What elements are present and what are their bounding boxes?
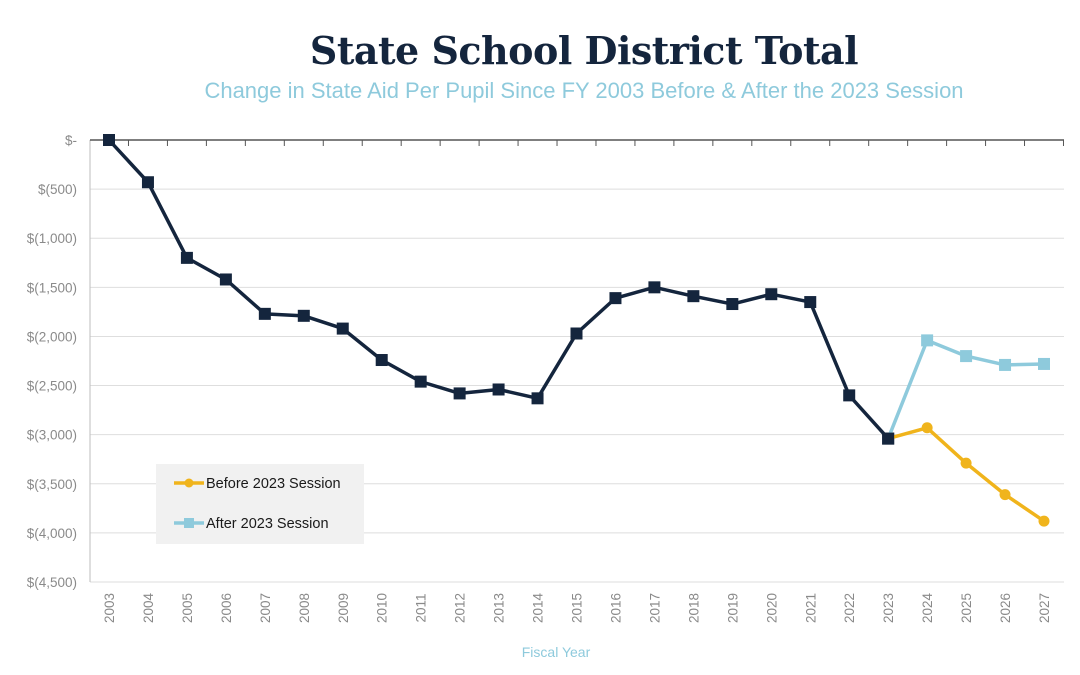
data-point	[336, 322, 349, 335]
data-point	[882, 432, 895, 445]
x-tick-label: 2022	[842, 593, 857, 623]
axes	[89, 139, 1064, 582]
y-tick-label: $(2,500)	[27, 379, 77, 394]
series-line	[887, 426, 1045, 523]
y-tick-label: $(3,000)	[27, 428, 77, 443]
legend: Before 2023 Session After 2023 Session	[156, 464, 364, 544]
data-point	[492, 383, 505, 396]
legend-item: Before 2023 Session	[174, 476, 341, 492]
x-tick-label: 2008	[297, 593, 312, 623]
x-tick-label: 2020	[764, 593, 779, 623]
data-series	[103, 134, 1050, 527]
x-tick-label: 2017	[647, 593, 662, 623]
x-tick-label: 2009	[336, 593, 351, 623]
data-point	[921, 422, 933, 434]
legend-marker	[184, 478, 194, 488]
x-tick-label: 2016	[608, 593, 623, 623]
x-axis-label: Fiscal Year	[522, 644, 591, 660]
chart-subtitle: Change in State Aid Per Pupil Since FY 2…	[204, 78, 964, 103]
data-point	[297, 309, 310, 322]
x-tick-label: 2025	[959, 593, 974, 623]
legend-label: After 2023 Session	[206, 516, 329, 532]
data-point	[141, 176, 154, 189]
x-tick-label: 2013	[492, 593, 507, 623]
data-point	[999, 358, 1012, 371]
x-tick-labels: 2003 2004 2005 2006 2007 2008 2009 2010 2011 2012…	[102, 592, 1052, 623]
x-tick-label: 2018	[686, 593, 701, 623]
x-tick-label: 2007	[258, 593, 273, 623]
data-point	[1038, 357, 1050, 370]
data-point	[765, 288, 778, 301]
data-point	[609, 292, 622, 305]
legend-box	[156, 464, 364, 544]
x-tick-label: 2004	[141, 592, 156, 623]
x-tick-label: 2006	[219, 593, 234, 623]
data-point	[843, 389, 856, 402]
x-tick-label: 2019	[725, 593, 740, 623]
x-tick-label: 2021	[803, 593, 818, 623]
data-point	[999, 489, 1011, 501]
legend-marker	[184, 518, 194, 528]
x-tick-label: 2005	[180, 593, 195, 623]
chart-title: State School District Total	[309, 28, 859, 73]
x-tick-label: 2027	[1037, 593, 1052, 623]
series-3	[886, 334, 1050, 440]
data-point	[1038, 515, 1050, 527]
data-point	[103, 134, 115, 146]
series-2	[887, 422, 1050, 527]
x-tick-label: 2010	[375, 593, 390, 623]
x-tick-label: 2026	[998, 593, 1013, 623]
data-point	[960, 350, 973, 363]
x-tick-label: 2023	[881, 593, 896, 623]
series-1	[103, 134, 895, 445]
data-point	[570, 327, 583, 340]
data-point	[804, 296, 817, 309]
y-tick-label: $(500)	[38, 182, 77, 197]
x-tick-label: 2003	[102, 593, 117, 623]
y-tick-label: $(1,000)	[27, 231, 77, 246]
y-tick-label: $(1,500)	[27, 280, 77, 295]
data-point	[921, 334, 934, 347]
x-tick-label: 2014	[531, 592, 546, 623]
y-tick-label: $(2,000)	[27, 329, 77, 344]
data-point	[960, 457, 972, 469]
data-point	[375, 354, 388, 367]
y-tick-label: $(3,500)	[27, 477, 77, 492]
x-tick-label: 2024	[920, 592, 935, 623]
data-point	[726, 298, 739, 311]
x-tick-label: 2011	[414, 593, 429, 622]
data-point	[531, 392, 544, 405]
y-tick-label: $-	[65, 133, 77, 148]
data-point	[414, 375, 427, 388]
data-point	[258, 307, 271, 320]
data-point	[648, 281, 661, 294]
data-point	[453, 387, 466, 400]
x-tick-label: 2015	[570, 593, 585, 623]
data-point	[687, 290, 700, 303]
data-point	[219, 273, 232, 286]
y-tick-labels: $- $(500) $(1,000) $(1,500) $(2,000) $(2,500)…	[27, 133, 77, 590]
y-tick-label: $(4,500)	[27, 575, 77, 590]
legend-label: Before 2023 Session	[206, 476, 341, 492]
x-tick-label: 2012	[453, 593, 468, 623]
y-tick-label: $(4,000)	[27, 526, 77, 541]
data-point	[180, 251, 193, 264]
legend-item: After 2023 Session	[174, 516, 329, 532]
